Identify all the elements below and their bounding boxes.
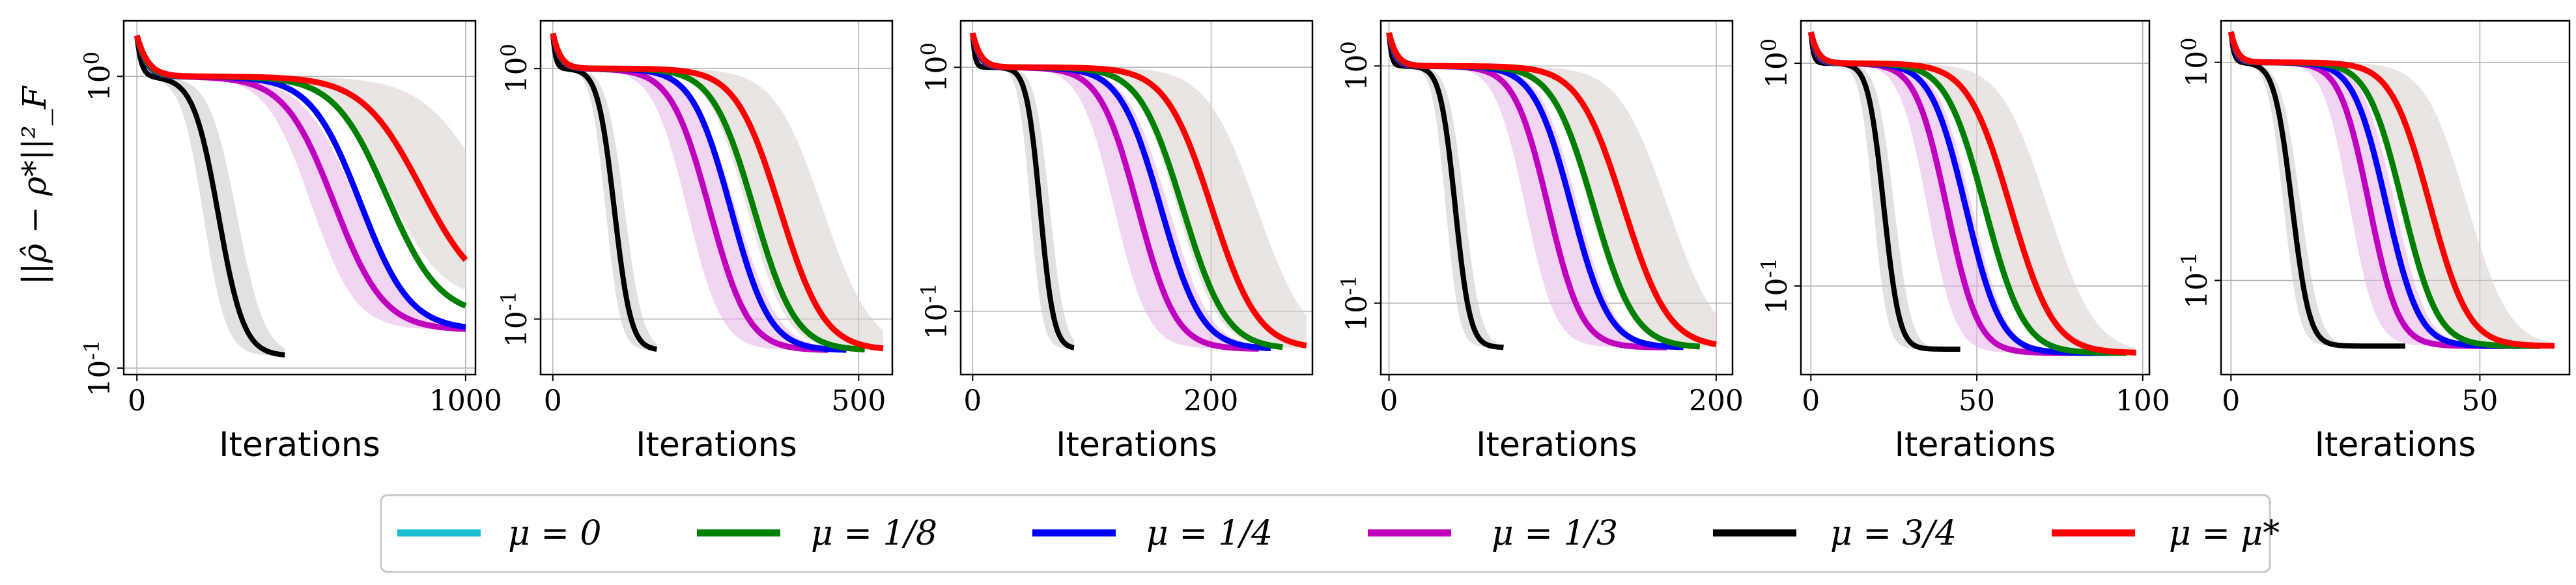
plot-area — [134, 35, 468, 358]
series-line-mustar — [969, 32, 1308, 349]
y-tick-label: 10-1 — [1337, 275, 1374, 332]
axes-frame — [1380, 20, 1734, 376]
plot-area — [550, 33, 885, 353]
subplot-4: 0 200 10-1 100 Iterations — [1337, 20, 1744, 464]
band-mu13 — [1811, 32, 2093, 353]
y-tick-label: 10-1 — [496, 291, 533, 347]
series-line-mu34 — [134, 35, 287, 358]
band-mustar — [972, 33, 1307, 349]
legend-frame — [380, 494, 2271, 573]
subplot-1: 0 1000 10-1 100 Iterations — [79, 20, 502, 464]
x-tick-label: 0 — [2222, 384, 2240, 418]
legend-item-mu34: μ = 3/4 — [1713, 514, 1957, 553]
series-line-mu34 — [2228, 31, 2407, 349]
series-line-mustar — [1386, 32, 1718, 347]
subplot-6: 0 50 10-1 100 Iterations — [2177, 20, 2571, 464]
plot-area — [1386, 32, 1718, 350]
legend-label-mu18: μ = 1/8 — [811, 514, 937, 553]
y-tick-label: 100 — [1337, 41, 1374, 91]
y-axis-label: ||ρ̂ − ρ*||²_F — [16, 85, 53, 285]
band-mu34 — [1389, 33, 1504, 348]
band-mu13 — [972, 33, 1259, 349]
band-mu34 — [552, 33, 657, 350]
x-axis-label: Iterations — [2315, 425, 2476, 464]
x-tick-label: 200 — [1183, 384, 1238, 418]
x-tick-label: 1000 — [429, 384, 502, 418]
y-tick-label: 100 — [2177, 38, 2214, 87]
x-tick-label: 50 — [2461, 384, 2498, 418]
x-tick-label: 100 — [2116, 384, 2170, 418]
x-tick-label: 0 — [1380, 384, 1398, 418]
axes-frame — [959, 20, 1314, 376]
y-tick-label: 10-1 — [2177, 252, 2214, 309]
plot-area — [2228, 31, 2556, 349]
subplot-2: 0 500 10-1 100 Iterations — [496, 20, 894, 464]
x-tick-label: 0 — [544, 384, 562, 418]
band-mustar — [1389, 33, 1716, 348]
legend-item-mustar: μ = μ* — [2052, 514, 2280, 553]
legend-item-mu13: μ = 1/3 — [1368, 514, 1618, 553]
axes-frame — [539, 20, 894, 376]
y-tick-label: 10-1 — [1757, 257, 1794, 314]
x-tick-label: 0 — [1802, 384, 1820, 418]
plot-area — [1807, 31, 2138, 356]
x-tick-label: 200 — [1689, 384, 1744, 418]
plot-area — [969, 32, 1308, 352]
legend-item-mu14: μ = 1/4 — [1032, 514, 1273, 553]
subplot-5: 0 50 100 10-1 100 Iterations — [1757, 20, 2170, 464]
y-tick-label: 100 — [79, 51, 117, 101]
band-mu34 — [2231, 32, 2405, 347]
series-line-mustar — [1807, 31, 2138, 356]
axes-frame — [2220, 20, 2571, 376]
legend: μ = 0 μ = 1/8 μ = 1/4 μ = 1/3 μ = 3/4 μ … — [380, 494, 2280, 573]
series-line-mustar — [550, 33, 885, 352]
x-tick-label: 50 — [1959, 384, 1995, 418]
legend-label-mustar: μ = μ* — [2169, 514, 2280, 553]
x-axis-label: Iterations — [636, 425, 797, 464]
x-tick-label: 0 — [963, 384, 982, 418]
y-tick-label: 100 — [1757, 38, 1794, 88]
band-mu34 — [1811, 32, 1960, 350]
y-tick-label: 10-1 — [79, 339, 117, 396]
band-mu34 — [137, 35, 285, 356]
series-line-mustar — [134, 35, 468, 263]
y-tick-label: 100 — [916, 42, 954, 92]
axes-frame — [1800, 20, 2151, 376]
x-axis-label: Iterations — [1895, 425, 2056, 464]
subplot-3: 0 200 10-1 100 Iterations — [916, 20, 1314, 464]
legend-label-mu13: μ = 1/3 — [1492, 514, 1618, 553]
x-axis-label: Iterations — [1056, 425, 1217, 464]
series-line-mustar — [2228, 31, 2556, 349]
band-mustar — [137, 35, 466, 291]
legend-item-mu18: μ = 1/8 — [697, 514, 937, 553]
band-mustar — [2231, 31, 2555, 347]
y-tick-label: 100 — [496, 44, 533, 93]
x-tick-label: 0 — [128, 384, 146, 418]
legend-label-mu14: μ = 1/4 — [1146, 514, 1273, 553]
band-mustar — [1811, 32, 2136, 353]
band-mu13 — [552, 33, 828, 350]
y-tick-label: 10-1 — [916, 283, 954, 339]
band-mu13 — [1389, 33, 1667, 348]
legend-label-mu0: μ = 0 — [508, 514, 602, 553]
legend-item-mu0: μ = 0 — [397, 514, 602, 553]
x-axis-label: Iterations — [219, 425, 380, 464]
axes-frame — [122, 20, 477, 376]
x-axis-label: Iterations — [1476, 425, 1637, 464]
x-tick-label: 500 — [831, 384, 886, 418]
legend-label-mu34: μ = 3/4 — [1830, 514, 1957, 553]
